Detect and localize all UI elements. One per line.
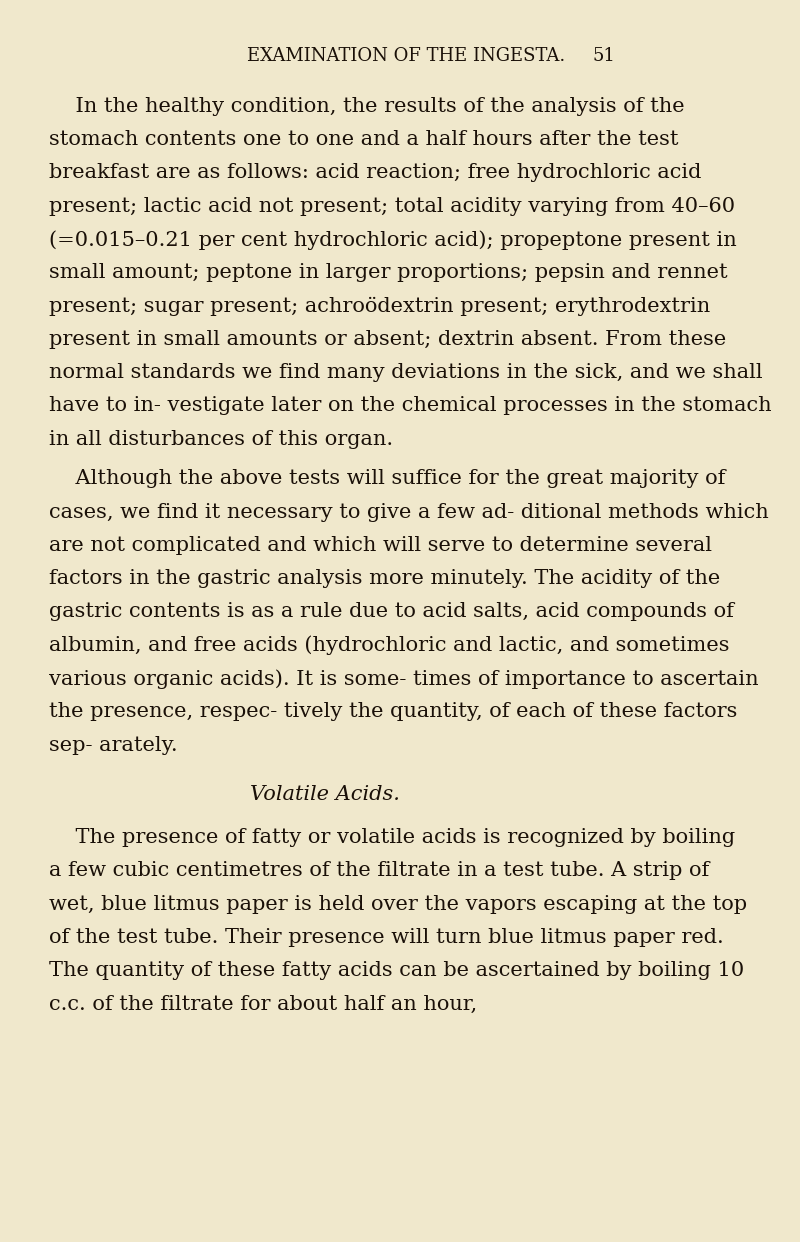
- Text: 51: 51: [592, 47, 615, 65]
- Text: stomach contents one to one and a half hours after the test: stomach contents one to one and a half h…: [49, 130, 678, 149]
- Text: EXAMINATION OF THE INGESTA.: EXAMINATION OF THE INGESTA.: [247, 47, 566, 65]
- Text: normal standards we find many deviations in the sick, and we shall: normal standards we find many deviations…: [49, 363, 762, 383]
- Text: in all disturbances of this organ.: in all disturbances of this organ.: [49, 430, 393, 448]
- Text: present; sugar present; achroödextrin present; erythrodextrin: present; sugar present; achroödextrin p…: [49, 297, 710, 315]
- Text: are not complicated and which will serve to determine several: are not complicated and which will serve…: [49, 535, 712, 555]
- Text: Although the above tests will suffice for the great majority of: Although the above tests will suffice fo…: [49, 469, 725, 488]
- Text: (=0.015–0.21 per cent hydrochloric acid); propeptone present in: (=0.015–0.21 per cent hydrochloric acid)…: [49, 230, 737, 250]
- Text: various organic acids). It is some- times of importance to ascertain: various organic acids). It is some- time…: [49, 669, 758, 688]
- Text: c.c. of the filtrate for about half an hour,: c.c. of the filtrate for about half an h…: [49, 995, 477, 1013]
- Text: of the test tube. Their presence will turn blue litmus paper red.: of the test tube. Their presence will tu…: [49, 928, 723, 946]
- Text: cases, we find it necessary to give a few ad- ditional methods which: cases, we find it necessary to give a fe…: [49, 503, 769, 522]
- Text: present in small amounts or absent; dextrin absent. From these: present in small amounts or absent; dext…: [49, 330, 726, 349]
- Text: breakfast are as follows: acid reaction; free hydrochloric acid: breakfast are as follows: acid reaction;…: [49, 164, 701, 183]
- Text: sep- arately.: sep- arately.: [49, 735, 178, 754]
- Text: The quantity of these fatty acids can be ascertained by boiling 10: The quantity of these fatty acids can be…: [49, 961, 744, 980]
- Text: gastric contents is as a rule due to acid salts, acid compounds of: gastric contents is as a rule due to aci…: [49, 602, 734, 621]
- Text: wet, blue litmus paper is held over the vapors escaping at the top: wet, blue litmus paper is held over the …: [49, 894, 747, 914]
- Text: present; lactic acid not present; total acidity varying from 40–60: present; lactic acid not present; total …: [49, 196, 735, 216]
- Text: albumin, and free acids (hydrochloric and lactic, and sometimes: albumin, and free acids (hydrochloric an…: [49, 636, 730, 656]
- Text: have to in- vestigate later on the chemical processes in the stomach: have to in- vestigate later on the chemi…: [49, 396, 771, 415]
- Text: In the healthy condition, the results of the analysis of the: In the healthy condition, the results of…: [49, 97, 685, 116]
- Text: the presence, respec- tively the quantity, of each of these factors: the presence, respec- tively the quantit…: [49, 702, 737, 722]
- Text: Volatile Acids.: Volatile Acids.: [250, 785, 400, 804]
- Text: factors in the gastric analysis more minutely. The acidity of the: factors in the gastric analysis more min…: [49, 569, 720, 587]
- Text: The presence of fatty or volatile acids is recognized by boiling: The presence of fatty or volatile acids …: [49, 828, 735, 847]
- Text: a few cubic centimetres of the filtrate in a test tube. A strip of: a few cubic centimetres of the filtrate …: [49, 862, 709, 881]
- Text: small amount; peptone in larger proportions; pepsin and rennet: small amount; peptone in larger proporti…: [49, 263, 727, 282]
